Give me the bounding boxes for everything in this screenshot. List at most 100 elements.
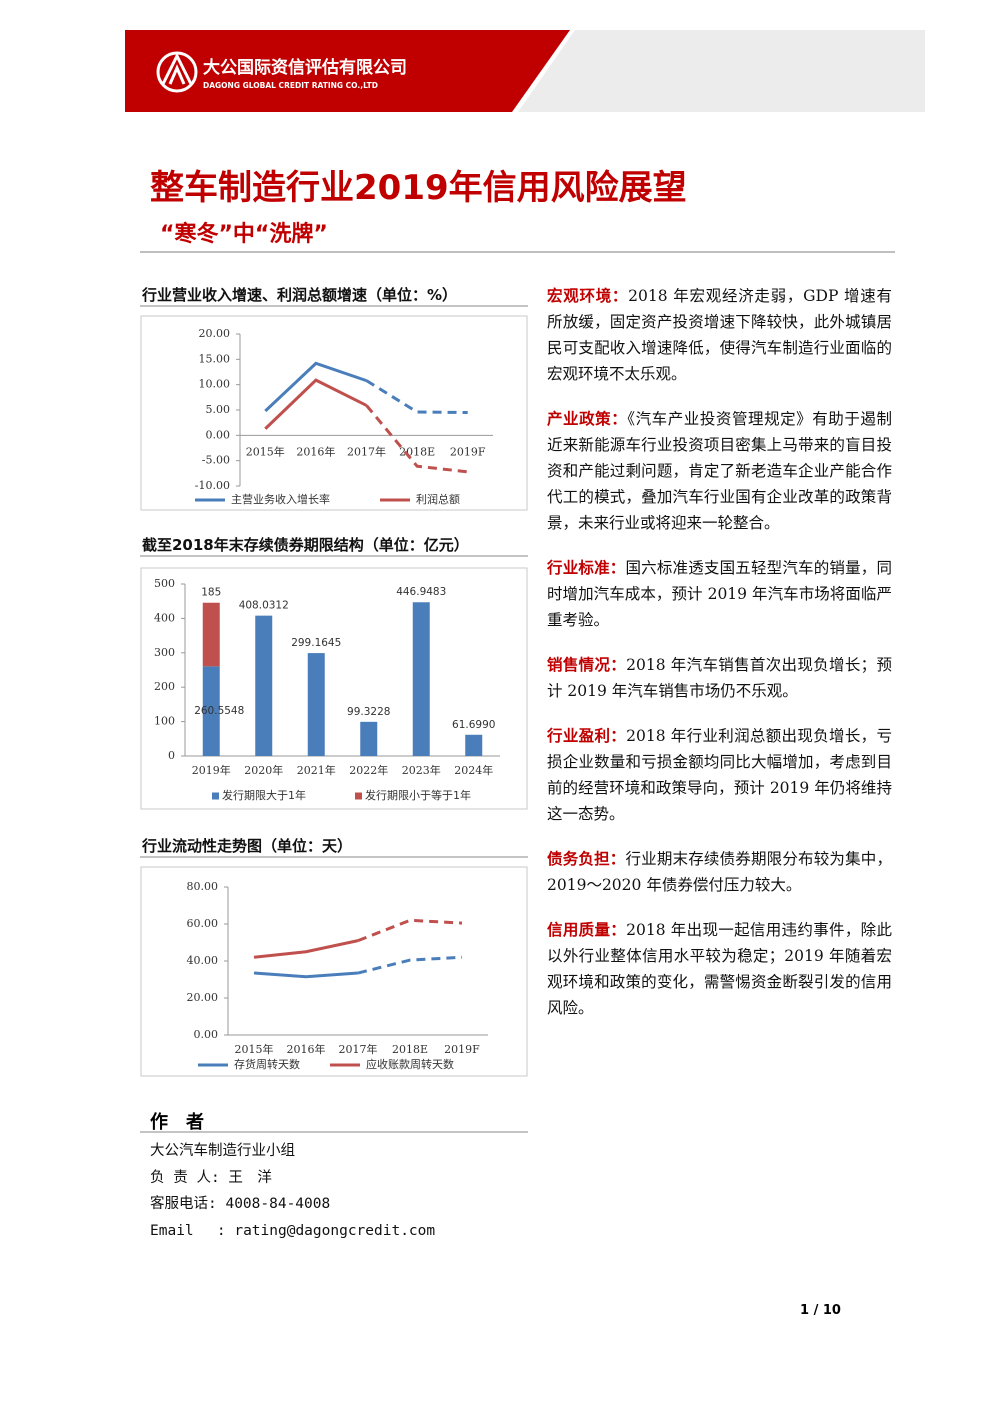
author-line: 大公汽车制造行业小组 [150, 1143, 295, 1159]
x-tick-label: 2021年 [297, 763, 336, 777]
y-tick-label: 200 [154, 680, 175, 693]
chart-frame [140, 866, 528, 1077]
legend-label: 主营业务收入增长率 [231, 492, 330, 506]
section-text: 2018 年汽车销售首次出现负增长；预计 2019 年汽车销售市场仍不乐观。 [547, 656, 892, 700]
legend-swatch [355, 792, 362, 800]
line [365, 379, 468, 415]
chart-title: 行业流动性走势图（单位：天） [142, 837, 353, 855]
section: 宏观环境：2018 年宏观经济走弱，GDP 增速有所放缓，固定资产投资增速下降较… [547, 283, 892, 387]
section-heading: 产业政策： [547, 410, 628, 428]
line [253, 939, 359, 959]
chart-title: 截至2018年末存续债券期限结构（单位：亿元） [142, 536, 469, 554]
line [357, 918, 463, 943]
section-text: 行业期末存续债券期限分布较为集中，2019～2020 年债券偿付压力较大。 [547, 850, 892, 894]
data-label: 260.5548 [194, 705, 244, 717]
x-tick-label: 2024年 [454, 763, 493, 777]
section: 债务负担：行业期末存续债券期限分布较为集中，2019～2020 年债券偿付压力较… [547, 846, 892, 898]
legend-label: 发行期限大于1年 [222, 788, 306, 802]
x-tick-label: 2019F [450, 445, 486, 458]
bar [307, 653, 325, 756]
section: 行业标准：国六标准透支国五轻型汽车的销量，同时增加汽车成本，预计 2019 年汽… [547, 555, 892, 633]
data-label: 185 [201, 587, 221, 599]
y-tick-label: 40.00 [187, 954, 219, 967]
x-tick-label: 2023年 [402, 763, 441, 777]
logo-mark [161, 52, 193, 85]
data-label: 299.1645 [291, 637, 341, 649]
section-text: 2018 年出现一起信用违约事件，除此以外行业整体信用水平较为稳定；2019 年… [547, 921, 892, 1017]
bar [202, 602, 220, 667]
section-text: 2018 年行业利润总额出现负增长，亏损企业数量和亏损金额均同比大幅增加，考虑到… [547, 727, 892, 823]
data-label: 408.0312 [239, 600, 289, 612]
bar [202, 666, 220, 756]
y-tick-label: -10.00 [195, 479, 230, 492]
section: 产业政策：《汽车产业投资管理规定》有助于遏制近来新能源车行业投资项目密集上马带来… [547, 406, 892, 536]
legend-swatch [212, 792, 219, 800]
section-heading: 行业标准： [547, 559, 626, 577]
x-tick-label: 2022年 [349, 763, 388, 777]
y-tick-label: 20.00 [199, 327, 231, 340]
data-label: 446.9483 [396, 586, 446, 598]
author-line: 负 责 人: 王 洋 [150, 1169, 272, 1186]
line [253, 971, 359, 979]
data-label: 61.6990 [452, 719, 495, 731]
x-tick-label: 2016年 [296, 444, 335, 458]
author: 大公汽车制造行业小组负 责 人: 王 洋客服电话: 4008-84-4008 Em… [150, 1138, 435, 1244]
section-heading: 销售情况： [547, 656, 627, 674]
bar [412, 602, 430, 756]
section: 信用质量：2018 年出现一起信用违约事件，除此以外行业整体信用水平较为稳定；2… [547, 917, 892, 1021]
chart-frame [140, 567, 528, 810]
author-heading: 作 者 [150, 1112, 204, 1133]
bar [255, 615, 273, 756]
x-tick-label: 2019F [444, 1043, 480, 1056]
y-tick-label: 10.00 [199, 378, 231, 391]
summary: 宏观环境：2018 年宏观经济走弱，GDP 增速有所放缓，固定资产投资增速下降较… [547, 283, 892, 1040]
line [365, 404, 468, 474]
y-tick-label: 300 [154, 646, 175, 659]
x-tick-label: 2017年 [347, 444, 386, 458]
section: 销售情况：2018 年汽车销售首次出现负增长；预计 2019 年汽车销售市场仍不… [547, 652, 892, 704]
legend-label: 发行期限小于等于1年 [365, 788, 471, 802]
y-tick-label: 0.00 [206, 428, 231, 441]
x-tick-label: 2018E [399, 445, 435, 458]
y-tick-label: 80.00 [187, 880, 219, 893]
legend-label: 应收账款周转天数 [366, 1057, 454, 1071]
x-tick-label: 2018E [392, 1043, 428, 1056]
subtitle: “寒冬”中“洗牌” [160, 222, 328, 247]
line [357, 955, 463, 975]
bar [360, 721, 378, 756]
y-tick-label: 100 [154, 715, 175, 728]
y-tick-label: 60.00 [187, 917, 219, 930]
line [264, 361, 367, 413]
legend-label: 利润总额 [416, 492, 460, 506]
x-tick-label: 2020年 [244, 763, 283, 777]
chart-frame [140, 315, 528, 511]
section: 行业盈利：2018 年行业利润总额出现负增长，亏损企业数量和亏损金额均同比大幅增… [547, 723, 892, 827]
x-tick-label: 2017年 [339, 1042, 378, 1056]
header-gray [518, 30, 925, 112]
company-en: DAGONG GLOBAL CREDIT RATING CO.,LTD [203, 81, 378, 90]
data-label: 99.3228 [347, 706, 390, 718]
company-cn: 大公国际资信评估有限公司 [203, 57, 407, 78]
y-tick-label: 20.00 [187, 991, 219, 1004]
y-tick-label: 500 [154, 577, 175, 590]
y-tick-label: 400 [154, 611, 175, 624]
y-tick-label: 15.00 [199, 352, 231, 365]
bar [465, 734, 483, 756]
y-tick-label: 0 [168, 749, 175, 762]
section-text: 国六标准透支国五轻型汽车的销量，同时增加汽车成本，预计 2019 年汽车市场将面… [547, 559, 892, 629]
x-tick-label: 2019年 [192, 763, 231, 777]
author-line: Email : rating@dagongcredit.com [150, 1222, 436, 1239]
y-tick-label: 5.00 [206, 403, 231, 416]
y-tick-label: -5.00 [202, 454, 230, 467]
page-number: 1 / 10 [800, 1303, 841, 1318]
section-text: 《汽车产业投资管理规定》有助于遏制近来新能源车行业投资项目密集上马带来的盲目投资… [547, 410, 892, 532]
line [264, 378, 368, 430]
section-heading: 宏观环境： [547, 287, 629, 305]
section-heading: 信用质量： [547, 921, 627, 939]
y-tick-label: 0.00 [194, 1028, 219, 1041]
chart-title: 行业营业收入增速、利润总额增速（单位：%） [142, 286, 458, 304]
x-tick-label: 2015年 [235, 1042, 274, 1056]
title: 整车制造行业2019年信用风险展望 [150, 168, 687, 208]
